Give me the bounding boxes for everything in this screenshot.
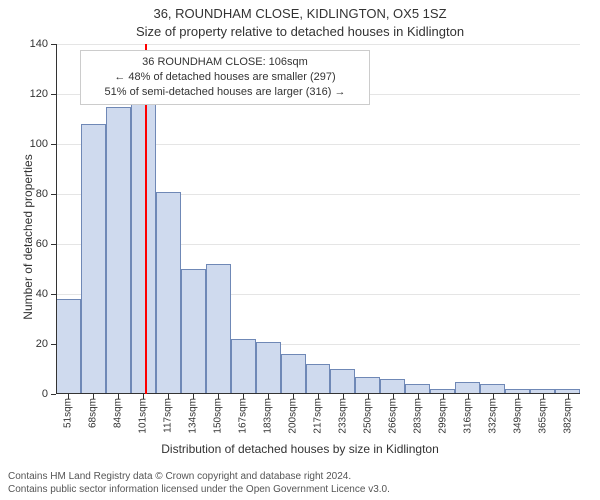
bar — [181, 269, 206, 394]
x-tick-label: 283sqm — [412, 398, 423, 434]
footer-line-1: Contains HM Land Registry data © Crown c… — [8, 470, 592, 483]
y-tick-mark — [51, 94, 56, 95]
x-tick-label: 233sqm — [337, 398, 348, 434]
bar — [256, 342, 281, 395]
chart-plot-area: 36 ROUNDHAM CLOSE: 106sqm← 48% of detach… — [56, 44, 580, 394]
y-tick-mark — [51, 294, 56, 295]
y-tick-mark — [51, 44, 56, 45]
bar — [106, 107, 131, 395]
bar — [206, 264, 231, 394]
bar — [81, 124, 106, 394]
y-tick-label: 120 — [18, 88, 48, 100]
y-axis-line — [56, 44, 57, 394]
y-tick-label: 100 — [18, 138, 48, 150]
y-axis-label: Number of detached properties — [21, 137, 35, 337]
x-tick-label: 266sqm — [387, 398, 398, 434]
bar — [156, 192, 181, 395]
x-tick-label: 349sqm — [512, 398, 523, 434]
x-tick-label: 183sqm — [263, 398, 274, 434]
y-tick-label: 0 — [18, 388, 48, 400]
x-tick-label: 365sqm — [537, 398, 548, 434]
x-tick-label: 217sqm — [313, 398, 324, 434]
x-tick-label: 299sqm — [437, 398, 448, 434]
x-tick-label: 332sqm — [487, 398, 498, 434]
bar — [380, 379, 405, 394]
x-tick-label: 167sqm — [238, 398, 249, 434]
bar — [330, 369, 355, 394]
x-tick-label: 68sqm — [88, 398, 99, 428]
x-tick-label: 316sqm — [462, 398, 473, 434]
x-tick-label: 101sqm — [138, 398, 149, 434]
x-tick-label: 51sqm — [63, 398, 74, 428]
annotation-line: 36 ROUNDHAM CLOSE: 106sqm — [89, 55, 361, 70]
chart-title-sub: Size of property relative to detached ho… — [0, 24, 600, 39]
y-tick-mark — [51, 244, 56, 245]
bar — [306, 364, 331, 394]
footer-attribution: Contains HM Land Registry data © Crown c… — [8, 470, 592, 496]
x-tick-label: 134sqm — [188, 398, 199, 434]
bar — [131, 104, 156, 394]
y-tick-label: 140 — [18, 38, 48, 50]
annotation-line: ← 48% of detached houses are smaller (29… — [89, 70, 361, 85]
y-tick-label: 40 — [18, 288, 48, 300]
x-tick-label: 250sqm — [362, 398, 373, 434]
x-tick-label: 382sqm — [562, 398, 573, 434]
chart-title-main: 36, ROUNDHAM CLOSE, KIDLINGTON, OX5 1SZ — [0, 6, 600, 21]
bar — [231, 339, 256, 394]
y-tick-mark — [51, 194, 56, 195]
annotation-box: 36 ROUNDHAM CLOSE: 106sqm← 48% of detach… — [80, 50, 370, 105]
y-tick-mark — [51, 344, 56, 345]
x-tick-label: 84sqm — [113, 398, 124, 428]
bar — [281, 354, 306, 394]
x-tick-label: 150sqm — [213, 398, 224, 434]
x-axis-label: Distribution of detached houses by size … — [0, 442, 600, 456]
x-tick-label: 117sqm — [163, 398, 174, 433]
bar — [56, 299, 81, 394]
footer-line-2: Contains public sector information licen… — [8, 483, 592, 496]
y-tick-label: 60 — [18, 238, 48, 250]
x-tick-label: 200sqm — [288, 398, 299, 434]
bar — [355, 377, 380, 395]
y-tick-label: 80 — [18, 188, 48, 200]
y-tick-mark — [51, 394, 56, 395]
y-tick-mark — [51, 144, 56, 145]
annotation-line: 51% of semi-detached houses are larger (… — [89, 85, 361, 100]
y-tick-label: 20 — [18, 338, 48, 350]
